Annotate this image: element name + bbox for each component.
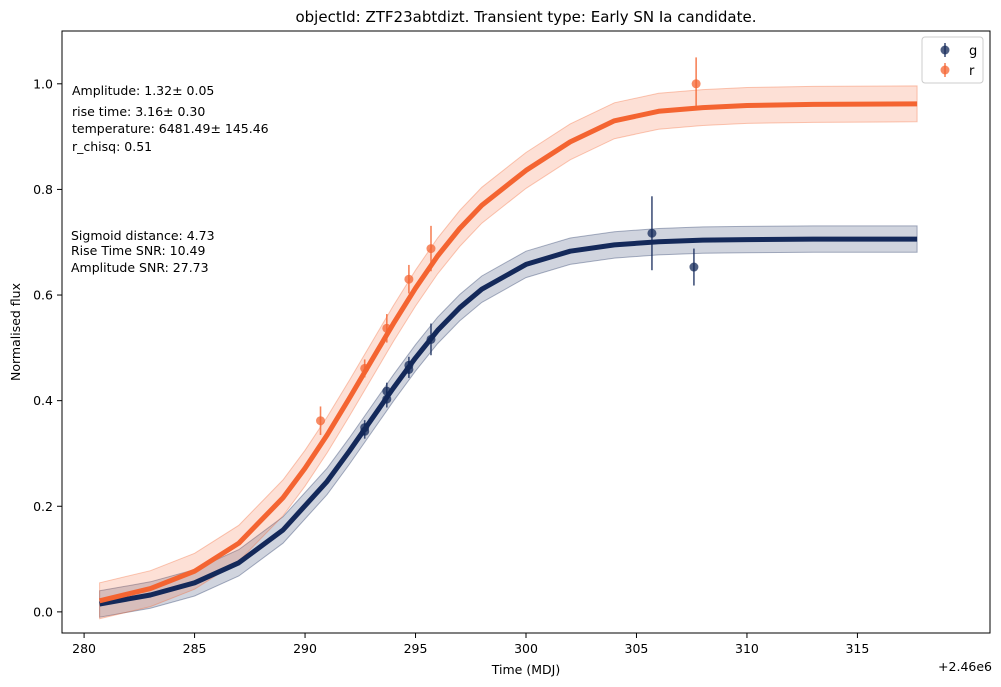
legend-label-g: g: [969, 44, 977, 59]
legend-box: [921, 36, 984, 84]
annotation-1: rise time: 3.16± 0.30: [72, 104, 205, 119]
data-point-r-2: [382, 323, 392, 333]
x-axis-ticks: 280 285 290 295 300 305 310 315: [72, 633, 869, 656]
data-point-r-5: [691, 79, 701, 89]
data-points: [316, 57, 701, 439]
legend: gr: [921, 36, 984, 84]
data-point-g-7: [647, 228, 657, 238]
annotation-5: Rise Time SNR: 10.49: [71, 243, 206, 258]
y-tick-label-0.2: 0.2: [33, 499, 53, 514]
x-tick-label-290: 290: [293, 641, 317, 656]
annotation-6: Amplitude SNR: 27.73: [71, 260, 209, 275]
y-tick-label-0.4: 0.4: [33, 393, 53, 408]
y-tick-label-0.8: 0.8: [33, 182, 53, 197]
y-tick-label-1: 1.0: [33, 76, 53, 91]
confidence-bands: [99, 85, 918, 620]
x-tick-label-280: 280: [72, 641, 96, 656]
data-point-r-0: [316, 416, 326, 426]
annotation-0: Amplitude: 1.32± 0.05: [72, 83, 214, 98]
data-point-r-3: [404, 274, 414, 284]
annotation-4: Sigmoid distance: 4.73: [71, 228, 215, 243]
model-curves: [99, 101, 918, 607]
x-axis-offset-label: +2.46e6: [938, 659, 992, 674]
y-tick-label-0.6: 0.6: [33, 288, 53, 303]
legend-marker-r: [940, 65, 950, 75]
legend-label-r: r: [969, 64, 975, 79]
x-axis-label: Time (MDJ): [491, 662, 560, 677]
band-g: [99, 225, 918, 618]
legend-marker-g: [940, 45, 950, 55]
x-tick-label-315: 315: [845, 641, 869, 656]
band-r: [99, 85, 918, 620]
x-tick-label-300: 300: [514, 641, 538, 656]
y-axis-label: Normalised flux: [8, 283, 23, 381]
x-tick-label-310: 310: [735, 641, 759, 656]
chart-title: objectId: ZTF23abtdizt. Transient type: …: [295, 8, 756, 26]
data-point-g-5: [404, 360, 414, 370]
y-axis-ticks: 0.0 0.2 0.4 0.6 0.8 1.0: [33, 76, 62, 619]
data-point-r-4: [426, 244, 436, 254]
model-curve-g: [99, 236, 918, 607]
x-tick-label-305: 305: [625, 641, 649, 656]
fit-annotations: Amplitude: 1.32± 0.05 rise time: 3.16± 0.…: [71, 83, 269, 275]
annotation-2: temperature: 6481.49± 145.46: [72, 121, 269, 136]
data-point-g-8: [689, 262, 699, 272]
annotation-3: r_chisq: 0.51: [72, 139, 152, 154]
data-point-g-6: [426, 334, 436, 344]
data-point-r-1: [360, 363, 370, 373]
data-point-g-1: [360, 423, 370, 433]
y-tick-label-0: 0.0: [33, 604, 53, 619]
model-curve-r: [99, 101, 918, 604]
x-tick-label-285: 285: [183, 641, 207, 656]
data-point-g-3: [382, 386, 392, 396]
x-tick-label-295: 295: [404, 641, 428, 656]
